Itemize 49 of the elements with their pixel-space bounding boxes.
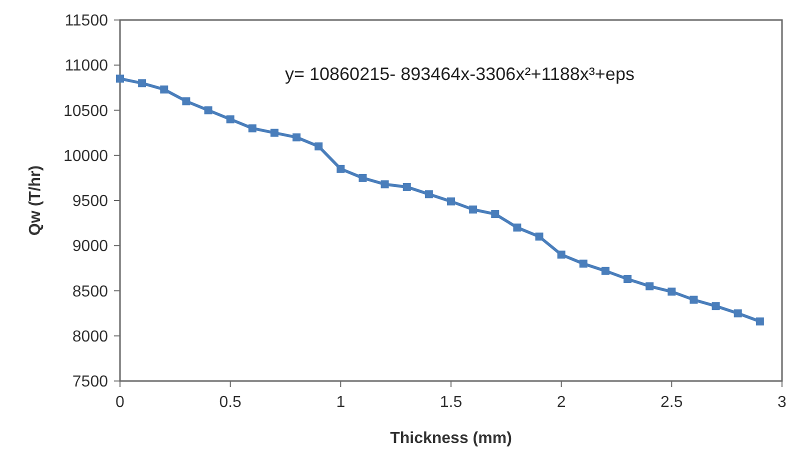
y-tick-label: 8500 (72, 283, 108, 300)
point (712, 302, 720, 310)
point (116, 74, 124, 83)
point (447, 197, 455, 206)
point (734, 309, 742, 318)
x-tick-label: 3 (778, 394, 787, 411)
point (380, 180, 389, 188)
point (646, 282, 654, 290)
point (668, 288, 676, 296)
point (358, 174, 367, 182)
x-tick-label: 0 (116, 394, 125, 411)
point (690, 296, 698, 304)
point (535, 232, 544, 241)
y-tick-label: 11000 (64, 58, 108, 75)
y-tick-label: 9000 (72, 238, 108, 256)
point (402, 182, 411, 191)
point (469, 206, 478, 214)
x-axis-title: Thickness (mm) (390, 430, 512, 447)
point (557, 250, 566, 259)
x-tick-label: 2 (556, 394, 566, 411)
point (160, 85, 168, 94)
point (226, 115, 234, 124)
point (336, 164, 345, 173)
point (138, 79, 146, 88)
point (182, 97, 190, 106)
point (270, 128, 278, 137)
x-tick-label: 0.5 (219, 394, 242, 411)
point (624, 275, 632, 284)
y-tick-label: 7500 (72, 374, 108, 391)
point (314, 142, 323, 150)
point (292, 133, 301, 142)
point (601, 266, 610, 275)
point (204, 106, 212, 114)
point (756, 317, 764, 326)
point (248, 124, 256, 132)
y-tick-label: 11500 (64, 12, 108, 30)
point (579, 260, 588, 268)
point (491, 210, 500, 218)
x-tick-label: 2.5 (660, 394, 683, 411)
y-tick-label: 9500 (72, 193, 108, 210)
point (424, 190, 433, 198)
y-axis-title: Qw (T/hr) (27, 165, 44, 236)
y-tick-label: 10000 (64, 148, 108, 165)
point (513, 224, 522, 232)
annotation: y= 10860215- 893464x-3306x²+1188x³+eps (285, 64, 634, 84)
y-tick-label: 10500 (64, 102, 108, 120)
x-tick-label: 1 (336, 394, 346, 411)
y-tick-label: 8000 (72, 328, 108, 346)
x-tick-label: 1.5 (440, 394, 462, 411)
